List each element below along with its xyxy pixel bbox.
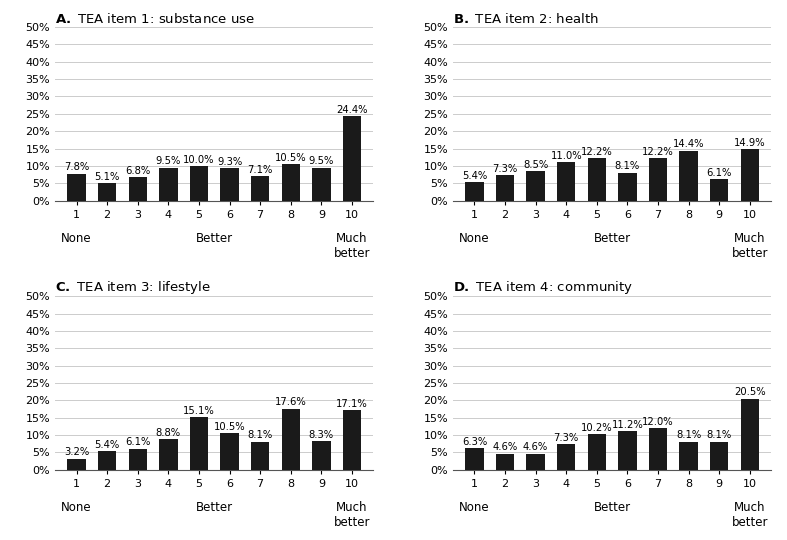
Bar <box>251 442 269 470</box>
Bar <box>619 172 637 201</box>
Bar <box>465 448 483 470</box>
Text: 7.3%: 7.3% <box>493 164 518 174</box>
Bar <box>68 173 86 201</box>
Text: 7.3%: 7.3% <box>553 433 578 443</box>
Bar <box>527 171 545 201</box>
Text: Much
better: Much better <box>732 501 768 529</box>
Text: 8.1%: 8.1% <box>707 430 732 440</box>
Bar <box>588 434 606 470</box>
Text: 5.4%: 5.4% <box>94 440 120 450</box>
Text: 14.9%: 14.9% <box>734 138 766 147</box>
Text: 4.6%: 4.6% <box>493 442 518 453</box>
Bar <box>619 431 637 470</box>
Text: 11.0%: 11.0% <box>550 151 582 161</box>
Bar <box>465 182 483 201</box>
Text: 5.1%: 5.1% <box>94 172 120 181</box>
Text: 3.2%: 3.2% <box>64 447 89 457</box>
Text: Much
better: Much better <box>334 232 370 260</box>
Text: None: None <box>459 232 490 245</box>
Bar <box>190 417 208 470</box>
Bar <box>557 163 575 201</box>
Bar <box>98 183 116 201</box>
Text: 8.5%: 8.5% <box>523 160 549 170</box>
Text: Much
better: Much better <box>334 501 370 529</box>
Text: 12.2%: 12.2% <box>581 147 613 157</box>
Bar <box>679 442 698 470</box>
Text: 10.5%: 10.5% <box>275 153 307 163</box>
Text: $\bf{C.}$ TEA item 3: lifestyle: $\bf{C.}$ TEA item 3: lifestyle <box>55 279 211 296</box>
Text: 12.0%: 12.0% <box>642 417 674 427</box>
Bar <box>282 164 300 201</box>
Bar <box>159 167 178 201</box>
Text: 8.1%: 8.1% <box>615 161 640 171</box>
Text: None: None <box>61 501 92 514</box>
Bar <box>128 449 147 470</box>
Text: Better: Better <box>196 501 233 514</box>
Text: Better: Better <box>196 232 233 245</box>
Text: 8.8%: 8.8% <box>156 428 181 438</box>
Text: 17.1%: 17.1% <box>336 399 368 409</box>
Text: 6.1%: 6.1% <box>125 437 150 447</box>
Text: None: None <box>459 501 490 514</box>
Bar <box>557 444 575 470</box>
Text: 6.3%: 6.3% <box>462 436 487 447</box>
Bar <box>190 166 208 201</box>
Text: 10.2%: 10.2% <box>581 423 612 433</box>
Text: 15.1%: 15.1% <box>183 406 215 416</box>
Bar <box>68 458 86 470</box>
Bar <box>648 158 667 201</box>
Bar <box>710 442 729 470</box>
Bar <box>741 399 759 470</box>
Text: None: None <box>61 232 92 245</box>
Text: 8.1%: 8.1% <box>248 430 273 440</box>
Bar <box>98 451 116 470</box>
Bar <box>710 179 729 201</box>
Bar <box>343 410 361 470</box>
Text: 6.1%: 6.1% <box>707 168 732 178</box>
Text: 14.4%: 14.4% <box>673 139 704 149</box>
Text: 7.8%: 7.8% <box>64 162 89 172</box>
Bar <box>496 454 514 470</box>
Text: 10.5%: 10.5% <box>214 422 246 432</box>
Text: Better: Better <box>593 232 630 245</box>
Text: 8.1%: 8.1% <box>676 430 701 440</box>
Text: 20.5%: 20.5% <box>734 387 766 397</box>
Bar <box>648 428 667 470</box>
Text: Better: Better <box>593 501 630 514</box>
Text: 9.5%: 9.5% <box>156 156 181 166</box>
Bar <box>220 168 238 201</box>
Bar <box>527 454 545 470</box>
Text: 4.6%: 4.6% <box>523 442 549 453</box>
Text: $\bf{A.}$ TEA item 1: substance use: $\bf{A.}$ TEA item 1: substance use <box>55 12 255 26</box>
Bar <box>312 441 331 470</box>
Bar <box>741 149 759 201</box>
Text: $\bf{B.}$ TEA item 2: health: $\bf{B.}$ TEA item 2: health <box>453 12 599 26</box>
Bar <box>496 176 514 201</box>
Text: $\bf{D.}$ TEA item 4: community: $\bf{D.}$ TEA item 4: community <box>453 279 633 296</box>
Text: 5.4%: 5.4% <box>462 171 487 180</box>
Text: 6.8%: 6.8% <box>125 166 150 176</box>
Bar <box>128 177 147 201</box>
Bar <box>679 151 698 201</box>
Text: 8.3%: 8.3% <box>309 430 334 440</box>
Bar <box>343 116 361 201</box>
Bar <box>282 409 300 470</box>
Text: Much
better: Much better <box>732 232 768 260</box>
Text: 24.4%: 24.4% <box>336 105 368 114</box>
Bar <box>588 158 606 201</box>
Text: 10.0%: 10.0% <box>183 154 215 165</box>
Text: 9.3%: 9.3% <box>217 157 242 167</box>
Bar <box>312 167 331 201</box>
Text: 7.1%: 7.1% <box>247 165 273 174</box>
Bar <box>159 439 178 470</box>
Text: 9.5%: 9.5% <box>309 156 334 166</box>
Text: 17.6%: 17.6% <box>275 397 307 407</box>
Text: 12.2%: 12.2% <box>642 147 674 157</box>
Bar <box>220 433 238 470</box>
Text: 11.2%: 11.2% <box>611 420 643 429</box>
Bar <box>251 176 269 201</box>
